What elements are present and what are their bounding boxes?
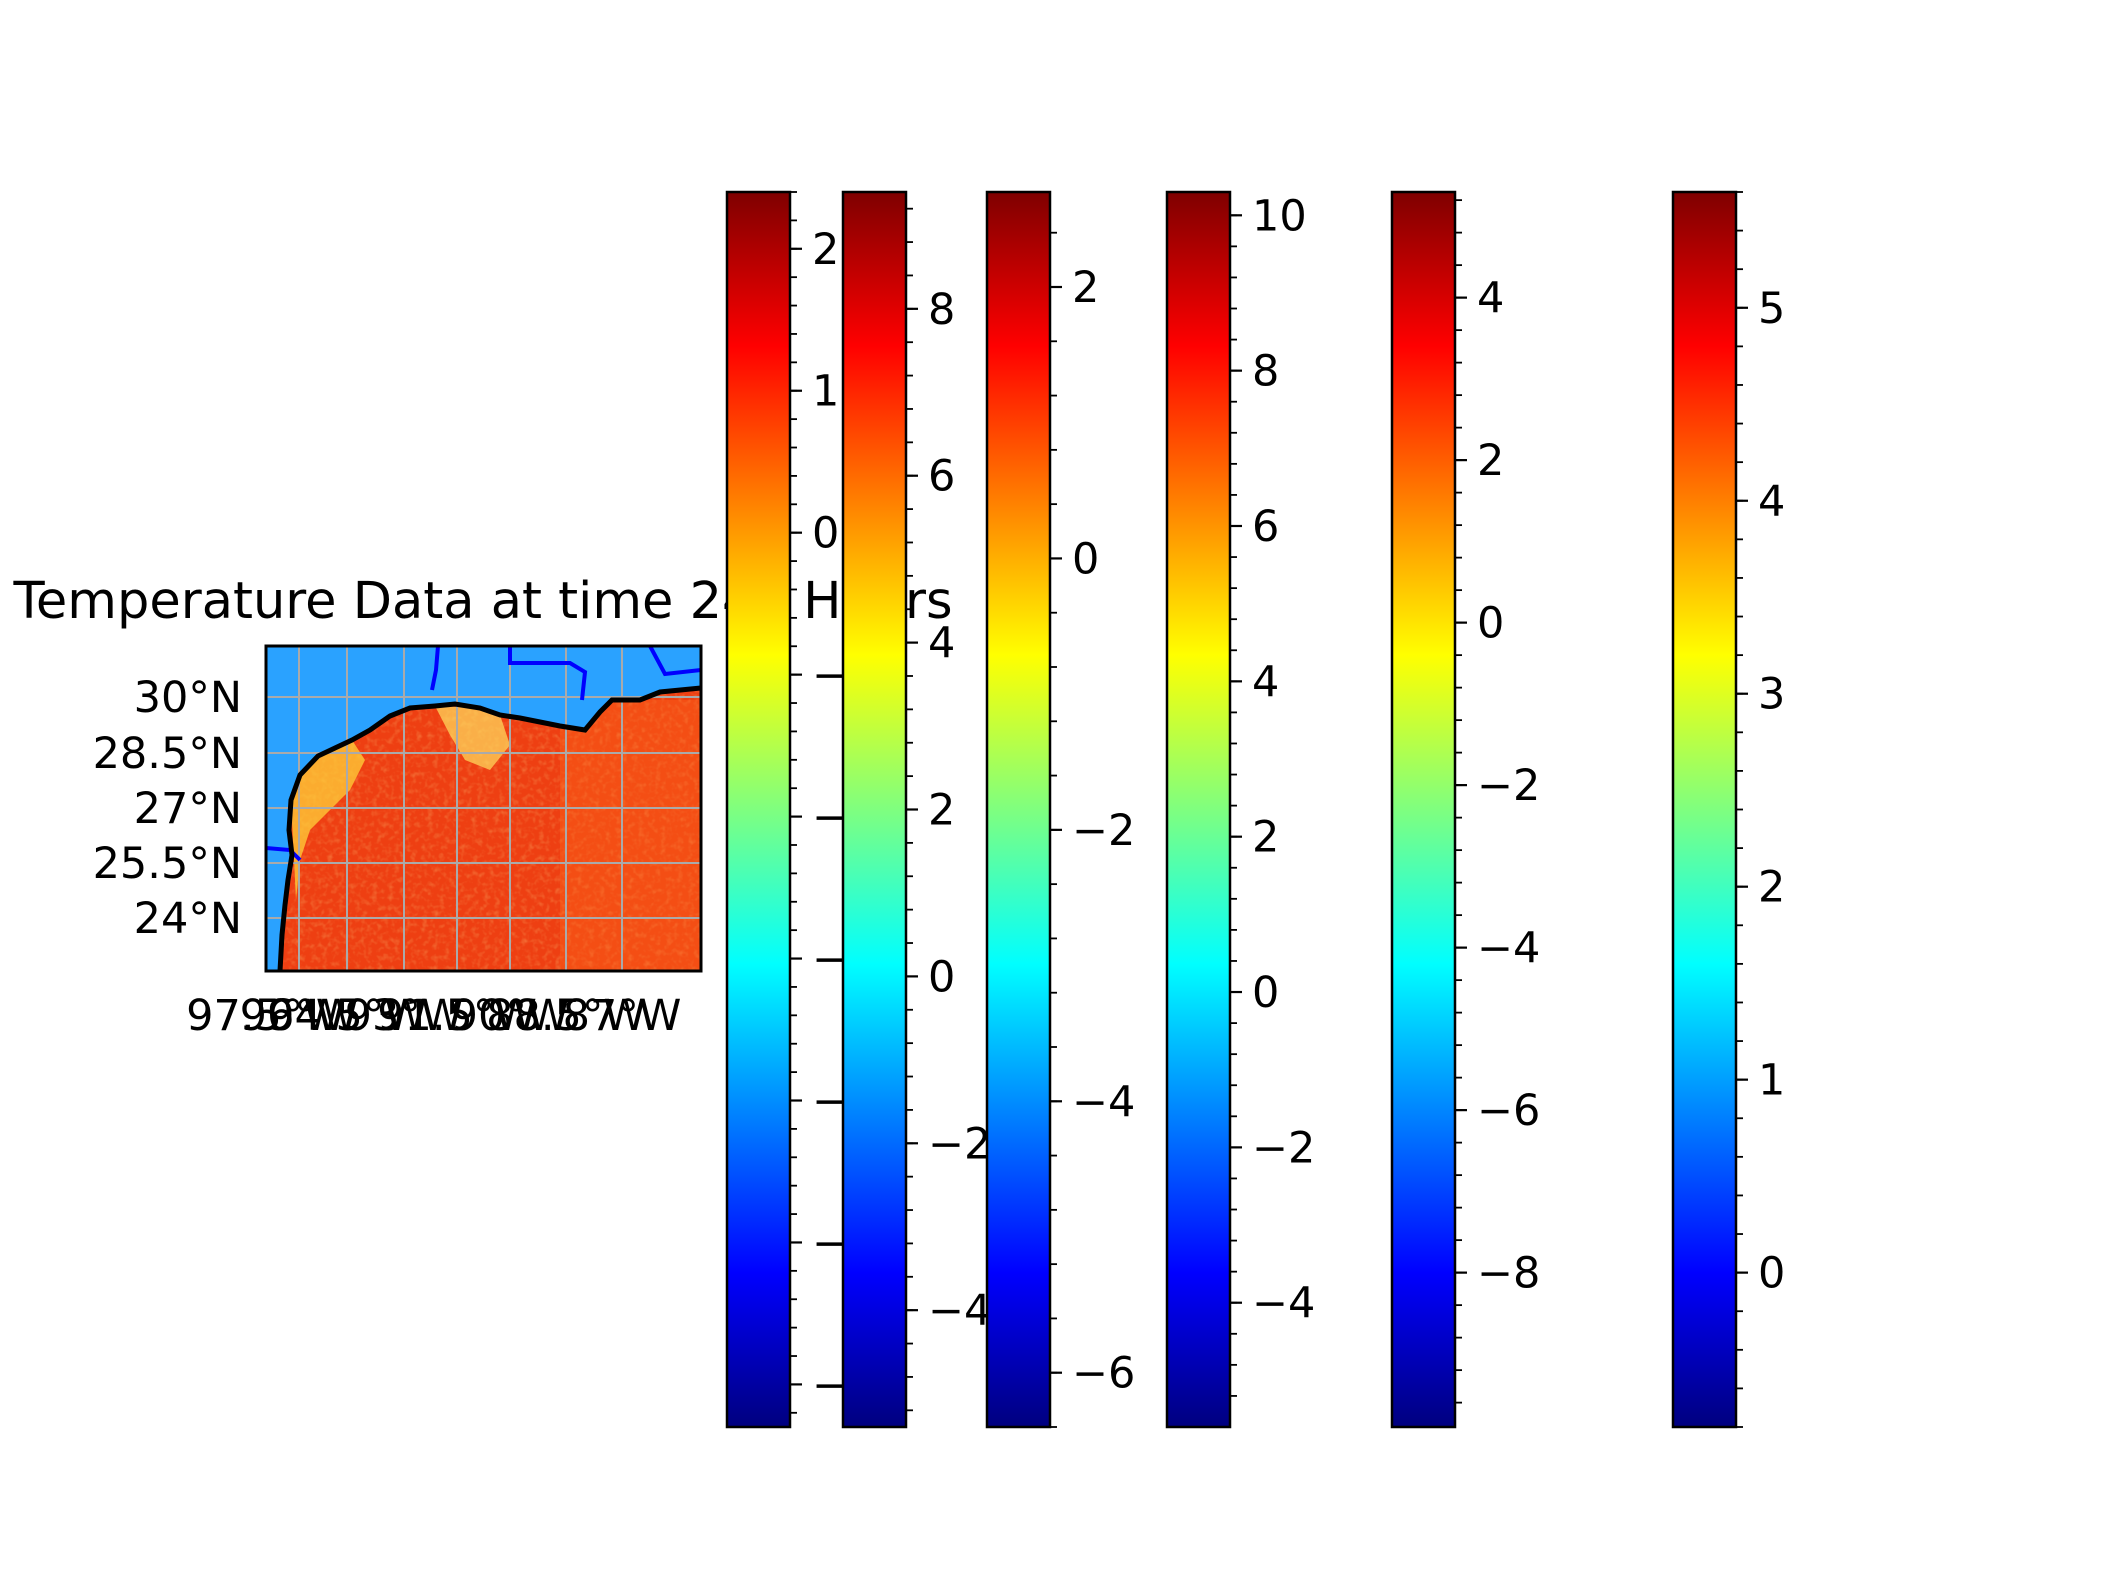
- coastline: [277, 685, 701, 971]
- lat-tick-label: 30°N: [134, 673, 242, 723]
- colorbar-tick-label: 0: [1072, 534, 1099, 584]
- colorbar-tick-label: −4: [928, 1286, 991, 1336]
- colorbar-tick-label: 4: [928, 619, 955, 669]
- colorbar-fill: [727, 192, 790, 1427]
- colorbar-tick-label: 4: [1477, 274, 1504, 324]
- colorbar-tick-label: −8: [1477, 1249, 1540, 1299]
- lon-tick-label: 88.5°W: [486, 991, 646, 1041]
- colorbar-frame: [985, 190, 1052, 1429]
- colorbar-tick-label: 5: [1758, 284, 1785, 334]
- lat-tick-label: 27°N: [134, 784, 242, 834]
- colorbar-tick-label: 3: [1758, 670, 1785, 720]
- colorbar-tick-label: −2: [1072, 806, 1135, 856]
- colorbar-tick-label: 0: [1477, 599, 1504, 649]
- colorbar-6: 0 1 2 3 4 5: [1671, 190, 1785, 1429]
- colorbar-tick-label: 0: [928, 952, 955, 1002]
- lon-tick-label: 91.5°W: [377, 991, 537, 1041]
- lon-tick-label: 93°W: [345, 991, 464, 1041]
- colorbar-fill: [843, 192, 906, 1427]
- colorbar-tick-label: 2: [1072, 263, 1099, 313]
- colorbars: −6−5−4−3−2−1012−4−202468−6−4−202−4−20246…: [725, 190, 1785, 1429]
- colorbar-tick-label: 10: [1252, 191, 1307, 241]
- colorbar-tick-label: −4: [1477, 924, 1540, 974]
- colorbar-tick-label: −4: [1072, 1077, 1135, 1127]
- colorbar-tick-label: 2: [1477, 436, 1504, 486]
- colorbar-tick-label: 0: [1758, 1249, 1785, 1299]
- lat-tick-label: 28.5°N: [93, 729, 242, 779]
- colorbar-frame: [1165, 190, 1232, 1429]
- colorbar-tick-label: 2: [928, 786, 955, 836]
- colorbar-tick-label: −2: [1252, 1123, 1315, 1173]
- lat-tick-label: 24°N: [134, 894, 242, 944]
- colorbar-5: −8 −6 −4 −2 0 2 4: [1390, 190, 1540, 1429]
- lon-tick-label: 96°W: [240, 991, 359, 1041]
- colorbar-fill: [1673, 192, 1736, 1427]
- colorbar-tick-label: 6: [1252, 502, 1279, 552]
- colorbar-tick-label: 2: [1758, 863, 1785, 913]
- lon-tick-label: 97.5°W: [186, 991, 346, 1041]
- colorbar-tick-label: −4: [1252, 1279, 1315, 1329]
- land-area: [266, 646, 701, 971]
- map-frame: [264, 644, 703, 973]
- lon-axis: 97.5°W96°W94.5°W93°W91.5°W90°W88.5°W87°W: [186, 991, 681, 1041]
- chart-title: Temperature Data at time 240 Hours: [12, 572, 952, 631]
- colorbar-frame: [1390, 190, 1457, 1429]
- map-panel: 30°N 28.5°N27°N25.5°N24°N 97.5°W96°W94.5°…: [93, 644, 703, 1041]
- colorbar-tick-label: 0: [1252, 968, 1279, 1018]
- colorbar-frame: [725, 190, 792, 1429]
- colorbar-tick-label: 4: [1252, 657, 1279, 707]
- colorbar-tick-label: 2: [812, 225, 839, 275]
- colorbar-fill: [1167, 192, 1230, 1427]
- warm-band: [560, 700, 701, 971]
- colorbar-tick-label: −2: [1477, 761, 1540, 811]
- colorbar-tick-label: −2: [928, 1119, 991, 1169]
- colorbar-tick-label: 0: [812, 509, 839, 559]
- lat-tick-label: 25.5°N: [93, 839, 242, 889]
- colorbar-tick-label: 1: [1758, 1056, 1785, 1106]
- colorbar-1: −6−5−4−3−2−1012: [725, 190, 875, 1429]
- state-border: [266, 646, 701, 862]
- colorbar-tick-label: −6: [1072, 1349, 1135, 1399]
- colorbar-tick-label: 6: [928, 452, 955, 502]
- colorbar-tick-label: 8: [928, 285, 955, 335]
- colorbar-2: −4 −2 0 2 4 6 8: [841, 190, 991, 1429]
- colorbar-tick-label: 1: [812, 367, 839, 417]
- colorbar-fill: [1392, 192, 1455, 1427]
- lon-tick-label: 87°W: [563, 991, 682, 1041]
- lon-tick-label: 94.5°W: [267, 991, 427, 1041]
- colorbar-fill: [987, 192, 1050, 1427]
- colorbar-tick-label: 2: [1252, 813, 1279, 863]
- lat-axis: 30°N 28.5°N27°N25.5°N24°N: [93, 673, 242, 944]
- gridlines: [266, 646, 701, 971]
- colorbar-4: −4 −2 0 2 4 6 8 10: [1165, 190, 1315, 1429]
- colorbar-tick-label: −6: [1477, 1086, 1540, 1136]
- colorbar-tick-label: 8: [1252, 347, 1279, 397]
- colorbar-tick-label: 4: [1758, 477, 1785, 527]
- lon-tick-label: 90°W: [451, 991, 570, 1041]
- colorbar-3: −6 −4 −2 0 2: [985, 190, 1135, 1429]
